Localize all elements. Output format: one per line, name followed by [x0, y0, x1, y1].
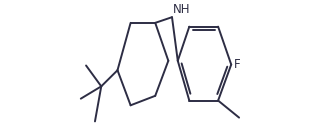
Text: F: F [234, 58, 240, 71]
Text: NH: NH [173, 3, 190, 16]
